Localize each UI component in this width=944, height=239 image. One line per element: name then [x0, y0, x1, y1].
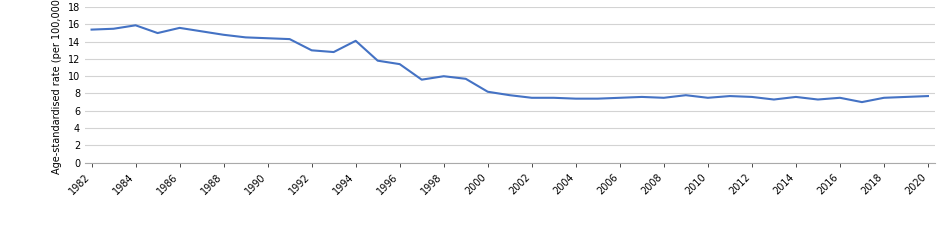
- Females: [658, 96, 669, 99]
- Females: [86, 28, 97, 31]
- Females: [636, 96, 648, 98]
- Females: [350, 39, 362, 42]
- Females: [394, 63, 405, 65]
- Females: [130, 24, 142, 27]
- Females: [901, 96, 912, 98]
- Females: [615, 96, 626, 99]
- Females: [218, 33, 229, 36]
- Females: [196, 30, 208, 33]
- Females: [592, 97, 603, 100]
- Females: [570, 97, 582, 100]
- Females: [262, 37, 274, 40]
- Females: [416, 78, 428, 81]
- Females: [790, 96, 801, 98]
- Females: [438, 75, 449, 78]
- Females: [922, 95, 934, 98]
- Females: [284, 38, 295, 41]
- Females: [812, 98, 823, 101]
- Females: [834, 96, 846, 99]
- Females: [482, 90, 494, 93]
- Females: [152, 32, 163, 34]
- Females: [108, 27, 119, 30]
- Y-axis label: Age-standardised rate (per 100,000): Age-standardised rate (per 100,000): [52, 0, 62, 174]
- Females: [504, 94, 515, 97]
- Females: [681, 94, 692, 97]
- Females: [856, 101, 868, 103]
- Females: [768, 98, 780, 101]
- Females: [724, 95, 735, 98]
- Females: [372, 59, 383, 62]
- Females: [460, 77, 471, 80]
- Females: [306, 49, 317, 52]
- Females: [526, 96, 537, 99]
- Females: [328, 51, 339, 54]
- Females: [548, 96, 560, 99]
- Females: [240, 36, 251, 39]
- Females: [174, 27, 185, 29]
- Line: Females: Females: [92, 25, 928, 102]
- Females: [746, 96, 757, 98]
- Females: [702, 96, 714, 99]
- Females: [878, 96, 889, 99]
